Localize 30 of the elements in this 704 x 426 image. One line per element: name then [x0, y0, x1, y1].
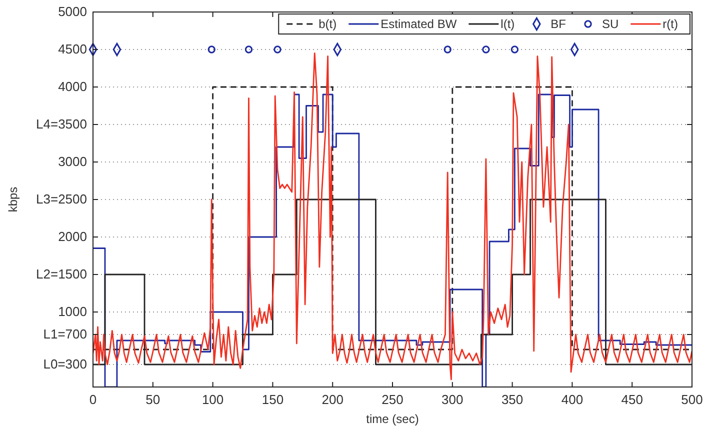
- y-tick-label: L4=3500: [36, 116, 87, 132]
- x-axis-title: time (sec): [366, 412, 419, 426]
- legend-label: r(t): [662, 17, 678, 31]
- legend-label: b(t): [318, 17, 337, 31]
- y-tick-label: 2000: [58, 229, 87, 244]
- x-tick-label: 450: [621, 392, 643, 408]
- x-tick-label: 350: [501, 392, 524, 408]
- y-tick-label: L1=700: [43, 326, 87, 342]
- x-tick-label: 0: [89, 392, 97, 408]
- y-tick-label: 3000: [58, 154, 87, 170]
- legend-label: BF: [550, 17, 566, 31]
- x-tick-label: 150: [262, 392, 284, 408]
- x-tick-label: 250: [382, 392, 404, 408]
- y-tick-label: L2=1500: [36, 266, 87, 282]
- legend-label: SU: [602, 17, 619, 31]
- x-tick-label: 50: [146, 392, 160, 408]
- x-tick-label: 200: [322, 392, 344, 408]
- y-tick-label: 1000: [58, 304, 87, 320]
- x-tick-label: 100: [202, 392, 224, 408]
- y-tick-label: 4000: [58, 79, 87, 94]
- y-tick-label: 4500: [58, 42, 87, 57]
- x-tick-label: 500: [681, 392, 703, 408]
- legend-label: l(t): [500, 17, 515, 31]
- x-tick-label: 300: [442, 392, 464, 408]
- y-tick-label: 5000: [58, 4, 87, 20]
- x-tick-label: 400: [561, 392, 584, 408]
- y-tick-label: L3=2500: [36, 192, 87, 207]
- y-axis-title: kbps: [6, 186, 20, 212]
- y-tick-label: L0=300: [43, 356, 87, 372]
- legend-label: Estimated BW: [380, 17, 458, 31]
